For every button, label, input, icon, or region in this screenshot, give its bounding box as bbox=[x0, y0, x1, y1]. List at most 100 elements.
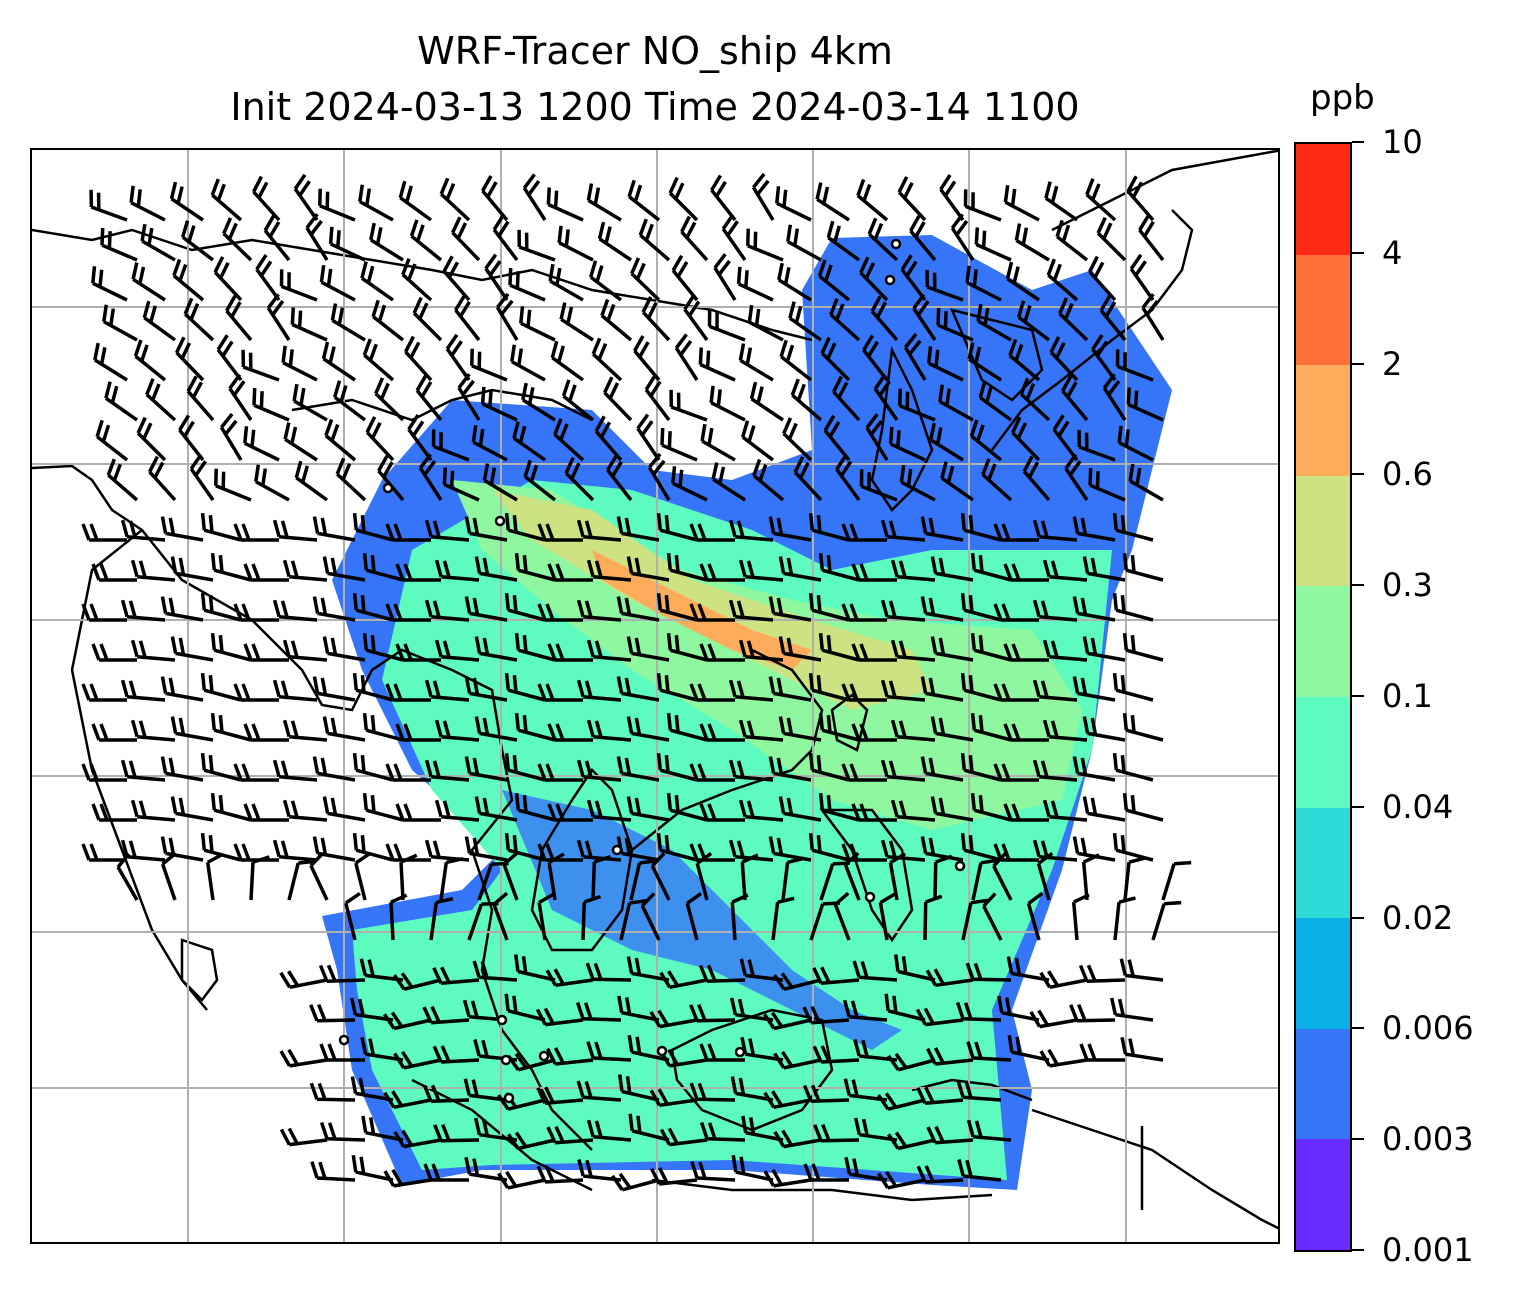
wind-barb bbox=[374, 377, 405, 422]
wind-barb bbox=[851, 563, 897, 582]
wind-barb bbox=[1005, 261, 1040, 302]
wind-barb bbox=[424, 839, 470, 862]
wind-barb bbox=[965, 265, 1002, 302]
wind-barb bbox=[536, 1165, 584, 1184]
wind-barb bbox=[116, 852, 139, 901]
wind-barb bbox=[330, 303, 366, 342]
colorbar-tick bbox=[1352, 362, 1364, 365]
wind-barb bbox=[763, 1011, 812, 1031]
wind-barb bbox=[940, 461, 975, 502]
wind-barb bbox=[647, 452, 671, 501]
wind-barb bbox=[960, 833, 1002, 862]
wind-barb bbox=[120, 839, 166, 862]
wind-barb bbox=[616, 516, 660, 542]
colorbar bbox=[1294, 142, 1352, 1252]
wind-barb bbox=[362, 633, 404, 662]
wind-barb bbox=[1069, 1003, 1116, 1023]
wind-barb bbox=[1138, 214, 1165, 262]
wind-barb bbox=[778, 636, 822, 662]
wind-barb bbox=[877, 1170, 926, 1190]
wind-barb bbox=[1026, 891, 1044, 941]
wind-barb bbox=[698, 964, 746, 984]
wind-barb bbox=[585, 962, 632, 982]
wind-barb bbox=[576, 759, 622, 782]
station-marker bbox=[890, 238, 902, 250]
wind-barb bbox=[142, 300, 177, 342]
colorbar-tick bbox=[1352, 473, 1364, 476]
wind-barb bbox=[738, 719, 784, 742]
colorbar-tick bbox=[1352, 1138, 1364, 1141]
wind-barb bbox=[1117, 425, 1154, 462]
wind-barb bbox=[547, 563, 593, 582]
wind-barb bbox=[1032, 679, 1078, 702]
wind-barb bbox=[768, 836, 812, 862]
wind-barb bbox=[629, 858, 657, 901]
wind-barb bbox=[656, 593, 698, 622]
wind-barb bbox=[547, 852, 565, 901]
wind-barb bbox=[120, 759, 166, 782]
wind-barb bbox=[369, 222, 404, 262]
wind-barb bbox=[243, 563, 289, 582]
wind-barb bbox=[492, 891, 509, 941]
wind-barb bbox=[294, 460, 329, 502]
wind-barb bbox=[385, 603, 431, 622]
wind-barb bbox=[659, 970, 708, 990]
wind-barb bbox=[721, 213, 747, 262]
wind-barb bbox=[971, 858, 999, 901]
wind-barb bbox=[1122, 793, 1164, 822]
wind-barb bbox=[628, 1113, 670, 1142]
wind-barb bbox=[650, 1167, 698, 1186]
wind-barb bbox=[210, 178, 243, 222]
wind-barb bbox=[547, 803, 593, 822]
wind-barb bbox=[576, 679, 622, 702]
wind-barb bbox=[859, 469, 898, 502]
wind-barb bbox=[95, 419, 129, 462]
wind-barb bbox=[586, 1041, 632, 1062]
wind-barb bbox=[412, 296, 443, 342]
wind-barb bbox=[362, 713, 404, 742]
wind-barb bbox=[129, 185, 166, 222]
wind-barb bbox=[504, 673, 546, 702]
wind-barb bbox=[936, 308, 974, 342]
wind-barb bbox=[741, 1115, 784, 1142]
wind-barb bbox=[773, 1050, 822, 1070]
wind-barb bbox=[851, 723, 897, 742]
wind-barb bbox=[401, 258, 433, 302]
wind-barb bbox=[279, 1127, 328, 1147]
wind-barb bbox=[993, 523, 1039, 542]
wind-barb bbox=[965, 962, 1012, 982]
wind-barb bbox=[781, 856, 805, 901]
wind-barb bbox=[318, 188, 356, 222]
wind-barb bbox=[1126, 175, 1155, 222]
wind-barb bbox=[802, 1084, 850, 1104]
wind-barb bbox=[200, 513, 242, 542]
wind-barb bbox=[841, 683, 887, 702]
wind-barb bbox=[371, 299, 405, 342]
wind-barb bbox=[752, 458, 785, 502]
wind-barb bbox=[309, 1082, 356, 1102]
wind-barb bbox=[91, 643, 137, 662]
wind-barb bbox=[546, 1047, 594, 1066]
wind-barb bbox=[312, 756, 356, 782]
wind-barb bbox=[841, 523, 887, 542]
wind-barb bbox=[591, 854, 612, 901]
colorbar-tick bbox=[1352, 1027, 1364, 1030]
wind-barb bbox=[920, 676, 964, 702]
wind-barb bbox=[915, 1007, 964, 1027]
wind-barb bbox=[957, 1159, 1002, 1182]
wind-barb bbox=[749, 381, 784, 422]
wind-barb bbox=[434, 639, 480, 662]
wind-barb bbox=[981, 458, 1013, 502]
wind-barb bbox=[504, 993, 546, 1022]
wind-barb bbox=[671, 466, 708, 502]
wind-barb bbox=[395, 563, 441, 582]
wind-barb bbox=[272, 519, 318, 542]
wind-barb bbox=[415, 374, 443, 422]
wind-barb bbox=[660, 428, 698, 462]
wind-barb bbox=[290, 307, 328, 342]
wind-barb bbox=[699, 563, 745, 582]
wind-barb bbox=[671, 254, 699, 302]
wind-barb bbox=[514, 633, 556, 662]
colorbar-tick-label: 0.006 bbox=[1382, 1009, 1474, 1048]
wind-barb bbox=[950, 213, 975, 261]
